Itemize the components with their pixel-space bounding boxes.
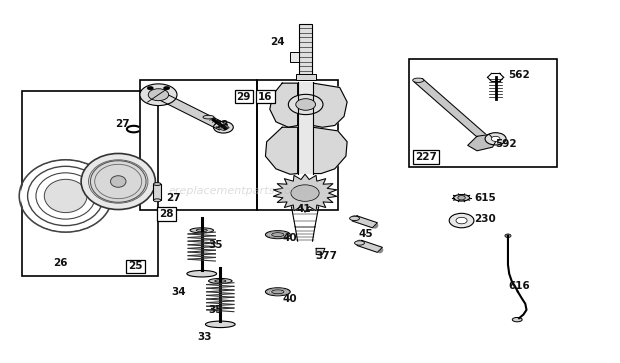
Text: 40: 40 [282, 294, 297, 304]
Ellipse shape [215, 280, 226, 282]
Bar [296, 74, 316, 80]
Text: 28: 28 [159, 209, 174, 219]
Ellipse shape [512, 318, 522, 322]
Text: 40: 40 [282, 233, 297, 242]
Text: 33: 33 [197, 332, 212, 342]
Ellipse shape [44, 179, 87, 213]
Circle shape [485, 133, 506, 145]
Polygon shape [316, 248, 325, 254]
Polygon shape [313, 127, 347, 174]
Circle shape [147, 86, 153, 90]
Ellipse shape [205, 321, 235, 327]
Ellipse shape [20, 161, 110, 231]
Ellipse shape [196, 229, 207, 232]
Text: 227: 227 [415, 152, 437, 162]
Circle shape [140, 84, 177, 106]
Ellipse shape [203, 115, 214, 119]
Circle shape [449, 213, 474, 228]
Ellipse shape [190, 228, 213, 233]
Bar [409, 58, 557, 167]
Text: 616: 616 [508, 281, 529, 291]
Text: 45: 45 [358, 229, 373, 239]
Bar [257, 80, 338, 211]
Ellipse shape [453, 195, 469, 201]
Circle shape [505, 234, 511, 237]
Ellipse shape [154, 199, 161, 202]
Text: 26: 26 [53, 258, 68, 268]
Circle shape [458, 196, 465, 200]
Ellipse shape [272, 233, 284, 237]
Polygon shape [265, 127, 298, 174]
Bar [22, 91, 159, 276]
Polygon shape [357, 240, 383, 252]
Bar [154, 184, 161, 200]
Bar [290, 52, 299, 62]
Circle shape [288, 94, 323, 115]
Text: 41: 41 [296, 204, 311, 213]
Circle shape [491, 136, 500, 141]
Circle shape [218, 125, 228, 130]
Polygon shape [467, 134, 495, 151]
Ellipse shape [91, 161, 146, 202]
Ellipse shape [208, 278, 232, 284]
Text: 35: 35 [208, 240, 223, 250]
Bar [298, 82, 313, 174]
Text: 230: 230 [474, 215, 495, 224]
Ellipse shape [413, 78, 424, 82]
Text: 377: 377 [315, 250, 337, 261]
Circle shape [148, 89, 169, 101]
Text: 25: 25 [128, 261, 143, 272]
Polygon shape [270, 83, 298, 127]
Polygon shape [154, 92, 228, 130]
Ellipse shape [355, 241, 365, 245]
Ellipse shape [265, 288, 290, 296]
Circle shape [291, 185, 319, 201]
Ellipse shape [350, 216, 360, 221]
Circle shape [213, 122, 233, 133]
Polygon shape [352, 216, 378, 228]
Text: 16: 16 [258, 91, 273, 102]
Text: 615: 615 [474, 193, 495, 203]
Ellipse shape [187, 270, 216, 277]
Polygon shape [313, 83, 347, 127]
Text: 29: 29 [237, 91, 251, 102]
Text: 35: 35 [208, 305, 223, 315]
Circle shape [296, 99, 316, 110]
Text: ereplacementparts.com: ereplacementparts.com [169, 185, 303, 196]
Ellipse shape [81, 154, 156, 209]
Polygon shape [414, 79, 490, 142]
Bar [299, 24, 312, 75]
Text: 562: 562 [508, 70, 529, 80]
Ellipse shape [265, 231, 290, 238]
Circle shape [456, 217, 467, 224]
Ellipse shape [272, 290, 284, 294]
Circle shape [164, 86, 170, 90]
Bar [140, 80, 257, 211]
Ellipse shape [110, 176, 126, 187]
Text: 24: 24 [270, 37, 285, 47]
Polygon shape [273, 174, 337, 212]
Text: 27: 27 [166, 193, 180, 203]
Text: 592: 592 [495, 139, 517, 148]
Text: 34: 34 [171, 287, 185, 297]
Ellipse shape [154, 183, 161, 185]
Text: 32: 32 [214, 121, 229, 130]
Text: 27: 27 [115, 119, 130, 129]
